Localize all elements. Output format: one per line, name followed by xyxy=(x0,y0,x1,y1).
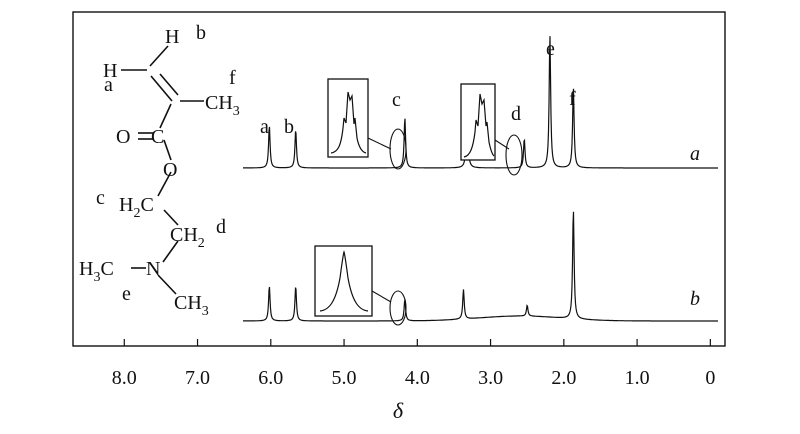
inset-b-c-peak xyxy=(319,250,369,312)
inset-a-d-peak xyxy=(463,93,495,158)
peak-labels-a: a b c d e f xyxy=(260,38,576,138)
atom-h-left: H xyxy=(103,60,117,82)
x-tick-label: 4.0 xyxy=(405,367,430,389)
x-axis-ticks: 8.0 7.0 6.0 5.0 4.0 3.0 2.0 1.0 0 xyxy=(112,339,715,389)
plot-frame xyxy=(72,11,726,347)
spectrum-b-line xyxy=(243,211,718,322)
mol-label-c: c xyxy=(96,187,105,209)
inset-a-c xyxy=(327,78,407,170)
atom-h-top: H xyxy=(165,26,179,48)
atom-c-carbonyl: C xyxy=(151,126,164,148)
mol-label-f: f xyxy=(229,67,236,89)
series-label-a: a xyxy=(690,143,700,165)
x-axis-label: δ xyxy=(393,398,404,423)
x-tick-label: 3.0 xyxy=(478,367,503,389)
x-tick-label: 2.0 xyxy=(551,367,576,389)
peak-label-b: b xyxy=(284,116,294,138)
atom-n: N xyxy=(146,258,160,280)
atom-ch3-bottom: CH3 xyxy=(174,292,209,319)
atom-o-double: O xyxy=(116,126,130,148)
mol-label-d: d xyxy=(216,216,226,238)
peak-label-d: d xyxy=(511,103,521,125)
atom-h3c: H3C xyxy=(79,258,114,285)
inset-a-c-peak xyxy=(330,91,367,154)
inset-a-d xyxy=(460,83,523,176)
x-tick-label: 6.0 xyxy=(258,367,283,389)
mol-label-b: b xyxy=(196,22,206,44)
series-label-b: b xyxy=(690,288,700,310)
atom-h2c: H2C xyxy=(119,194,154,221)
x-tick-label: 5.0 xyxy=(332,367,357,389)
x-tick-label: 8.0 xyxy=(112,367,137,389)
atom-ch2: CH2 xyxy=(170,224,205,251)
x-tick-label: 0 xyxy=(705,367,715,389)
atom-ch3-top: CH3 xyxy=(205,92,240,119)
x-tick-label: 1.0 xyxy=(625,367,650,389)
molecule-structure xyxy=(121,45,204,295)
x-tick-label: 7.0 xyxy=(185,367,210,389)
molecule-labels: H H CH3 C O O H2C CH2 H3C N CH3 a b c d … xyxy=(79,22,240,319)
peak-label-f: f xyxy=(569,88,576,110)
spectrum-a-line xyxy=(243,36,718,169)
atom-o-ester: O xyxy=(163,159,177,181)
peak-label-a: a xyxy=(260,116,269,138)
peak-label-e: e xyxy=(546,38,555,60)
mol-label-a: a xyxy=(104,74,113,96)
inset-b-c xyxy=(314,245,407,326)
peak-label-c: c xyxy=(392,89,401,111)
mol-label-e: e xyxy=(122,283,131,305)
